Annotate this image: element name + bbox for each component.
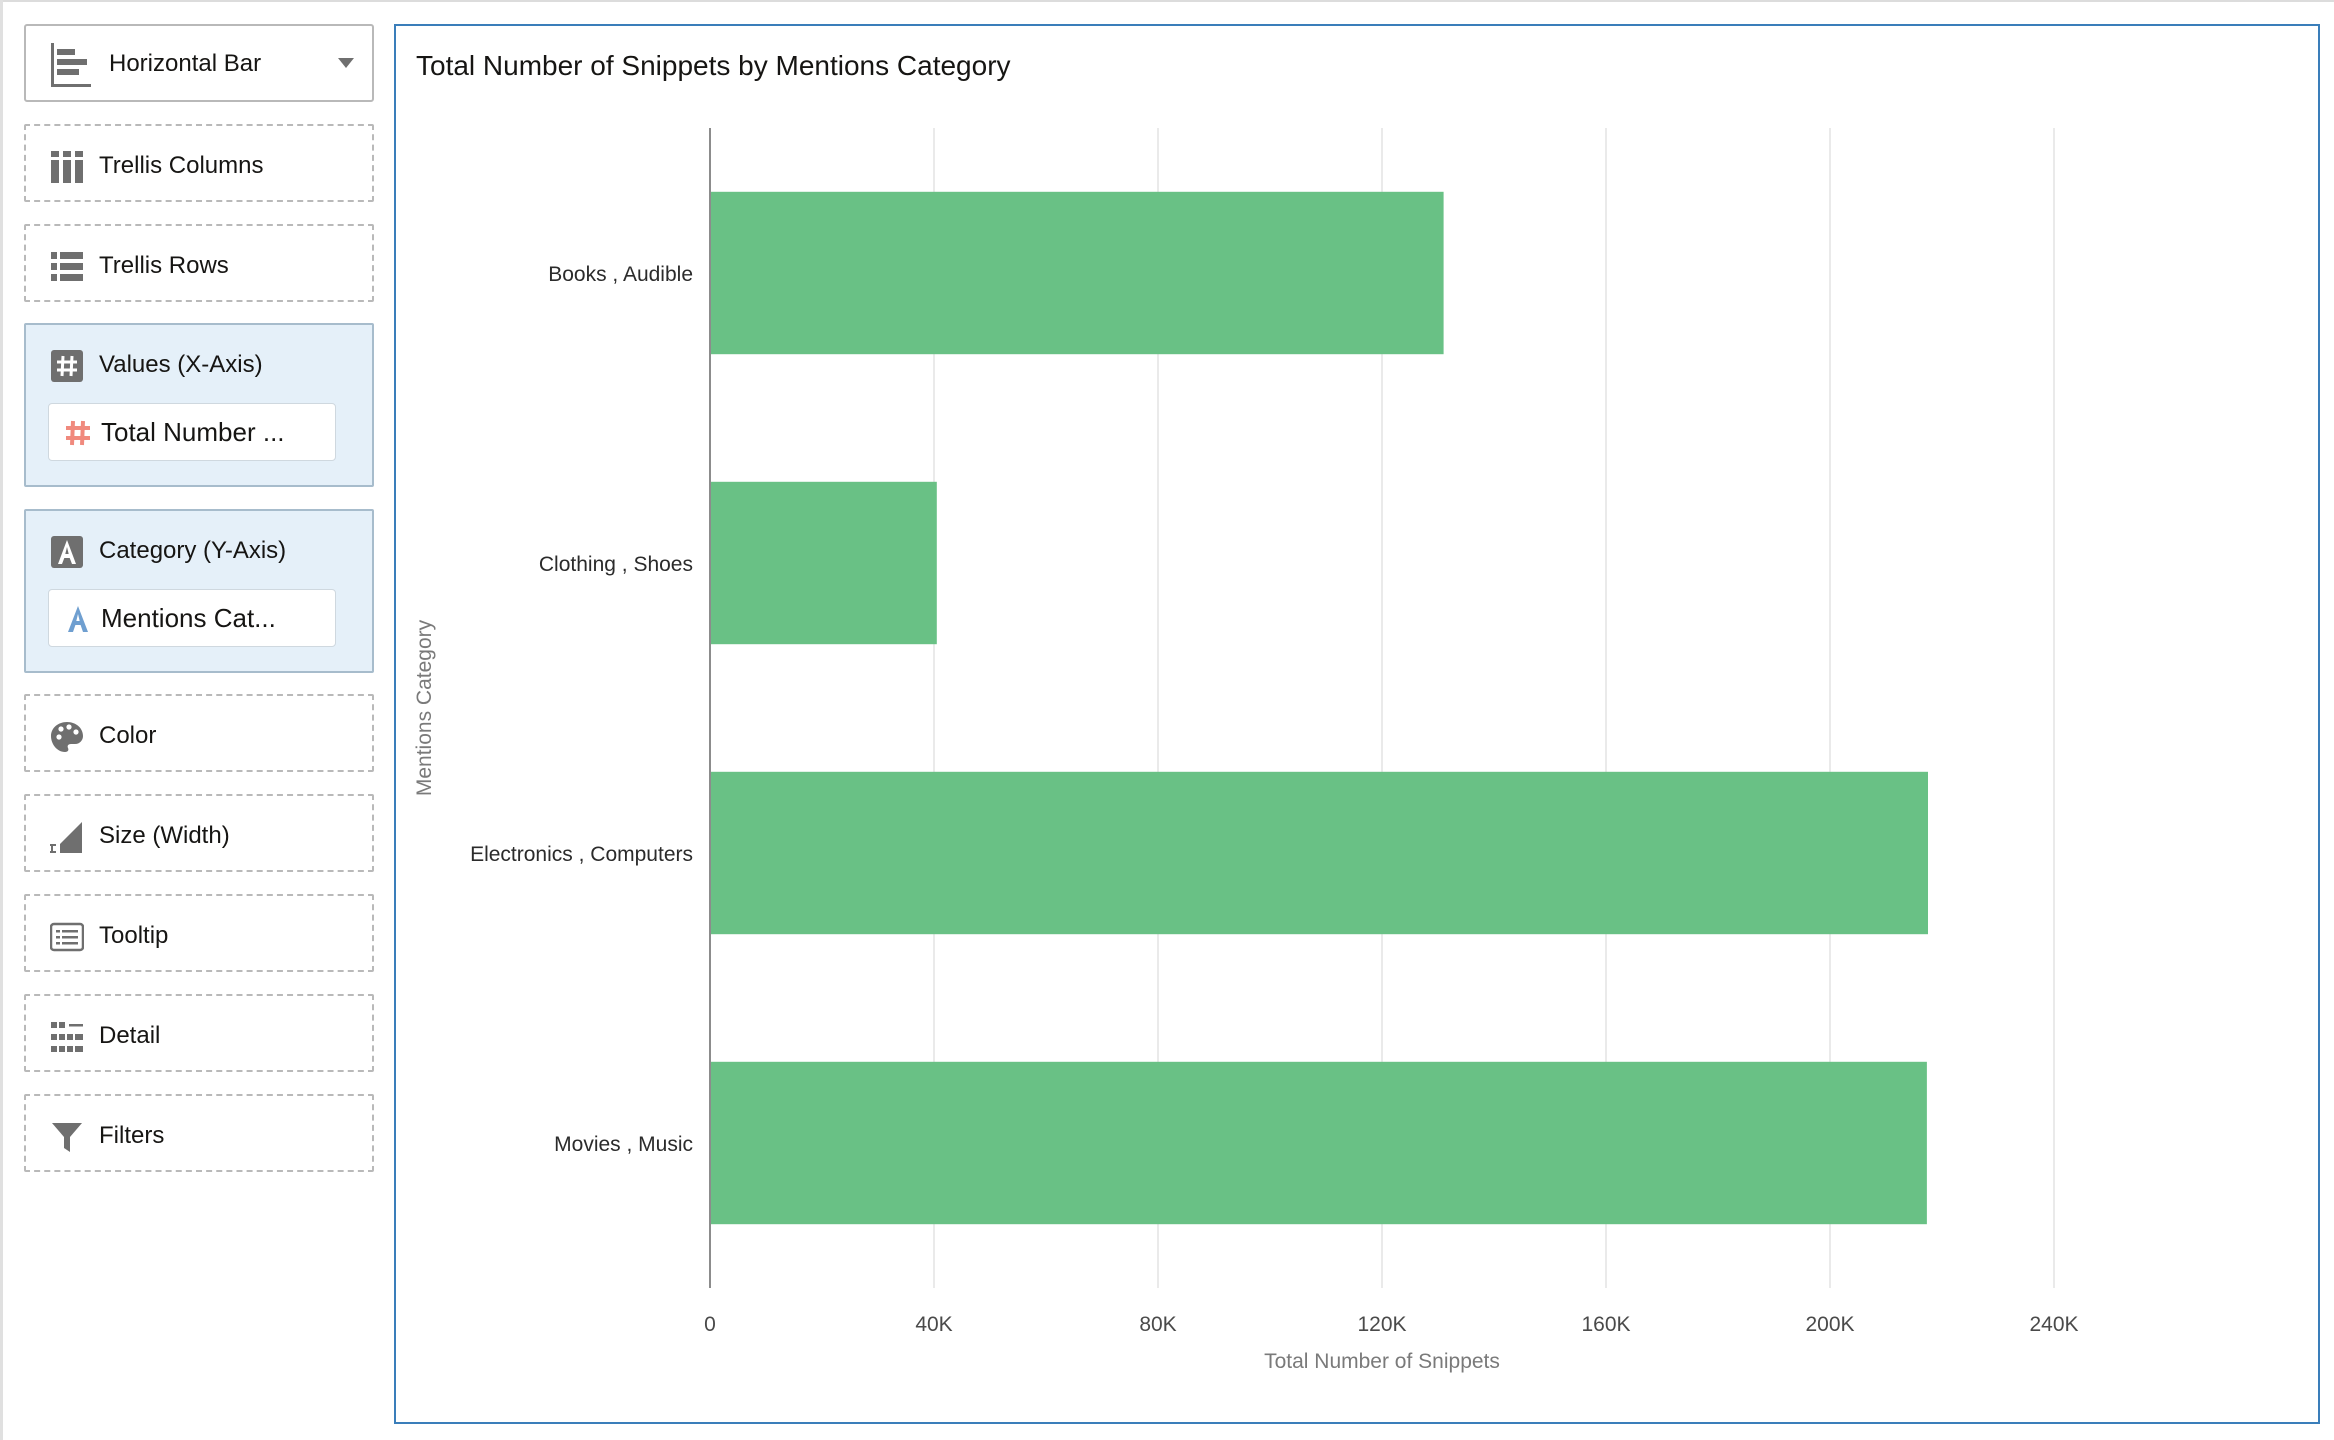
- x-axis-title: Total Number of Snippets: [1264, 1350, 1500, 1373]
- category-y-axis-label: Category (Y-Axis): [99, 537, 287, 564]
- tooltip-label: Tooltip: [99, 922, 169, 949]
- values-field-name: Total Number ...: [101, 417, 285, 447]
- y-category-label: Books , Audible: [548, 263, 693, 286]
- chart-type-selector[interactable]: Horizontal Bar: [24, 24, 374, 102]
- values-x-axis-dropzone[interactable]: Values (X-Axis) Total Number ...: [24, 323, 374, 487]
- size-width-dropzone[interactable]: Size (Width): [24, 794, 374, 872]
- x-tick-label: 120K: [1357, 1313, 1406, 1336]
- bar[interactable]: [710, 191, 1444, 355]
- values-field-pill[interactable]: Total Number ...: [48, 403, 336, 461]
- x-tick-label: 160K: [1581, 1313, 1630, 1336]
- category-field-pill[interactable]: Mentions Cat...: [48, 589, 336, 647]
- trellis-rows-label: Trellis Rows: [99, 252, 229, 279]
- horizontal-bar-chart: Books , Audible Clothing , Shoes Electroni…: [413, 128, 2079, 1373]
- detail-dropzone[interactable]: Detail: [24, 994, 374, 1072]
- x-tick-label: 200K: [1805, 1313, 1854, 1336]
- chart-canvas[interactable]: Total Number of Snippets by Mentions Cat…: [394, 24, 2320, 1424]
- grammar-panel: Horizontal Bar Trellis Columns Trellis R…: [0, 0, 390, 1440]
- size-width-label: Size (Width): [99, 822, 230, 849]
- x-axis-ticks: 0 40K 80K 120K 160K 200K 240K: [704, 1313, 2078, 1336]
- category-field-name: Mentions Cat...: [101, 603, 276, 633]
- y-axis-categories: Books , Audible Clothing , Shoes Electroni…: [470, 263, 693, 1156]
- bar[interactable]: [710, 481, 937, 645]
- chart-title: Total Number of Snippets by Mentions Cat…: [416, 50, 1011, 81]
- detail-icon: [51, 1022, 83, 1052]
- tooltip-dropzone[interactable]: Tooltip: [24, 894, 374, 972]
- top-border: [0, 0, 2334, 2]
- y-category-label: Clothing , Shoes: [539, 553, 693, 576]
- trellis-columns-label: Trellis Columns: [99, 152, 264, 179]
- attribute-a-icon: [51, 536, 83, 568]
- size-icon: [50, 822, 82, 853]
- x-tick-label: 0: [704, 1313, 716, 1336]
- bar[interactable]: [710, 771, 1928, 935]
- bar[interactable]: [710, 1061, 1927, 1225]
- color-label: Color: [99, 722, 157, 749]
- color-dropzone[interactable]: Color: [24, 694, 374, 772]
- chart-type-label: Horizontal Bar: [109, 50, 262, 77]
- y-category-label: Movies , Music: [554, 1133, 693, 1156]
- trellis-columns-dropzone[interactable]: Trellis Columns: [24, 124, 374, 202]
- trellis-rows-icon: [51, 252, 83, 281]
- filters-dropzone[interactable]: Filters: [24, 1094, 374, 1172]
- palette-icon: [51, 722, 83, 752]
- category-y-axis-dropzone[interactable]: Category (Y-Axis) Mentions Cat...: [24, 509, 374, 673]
- left-edge: [0, 0, 3, 1440]
- y-category-label: Electronics , Computers: [470, 843, 693, 866]
- y-axis-title: Mentions Category: [413, 619, 436, 796]
- trellis-rows-dropzone[interactable]: Trellis Rows: [24, 224, 374, 302]
- measure-hash-icon: [66, 420, 90, 446]
- x-tick-label: 240K: [2029, 1313, 2078, 1336]
- values-x-axis-label: Values (X-Axis): [99, 351, 263, 378]
- trellis-columns-icon: [51, 151, 83, 183]
- numeric-hash-icon: [51, 350, 83, 382]
- chevron-down-icon[interactable]: [336, 56, 356, 70]
- bar-series: [710, 191, 1928, 1225]
- filters-label: Filters: [99, 1122, 165, 1149]
- detail-label: Detail: [99, 1022, 161, 1049]
- tooltip-icon: [50, 922, 84, 952]
- attribute-a-icon: [68, 606, 88, 632]
- horizontal-bar-chart-icon: [51, 43, 91, 87]
- x-tick-label: 40K: [915, 1313, 952, 1336]
- x-tick-label: 80K: [1139, 1313, 1176, 1336]
- filter-icon: [52, 1123, 82, 1152]
